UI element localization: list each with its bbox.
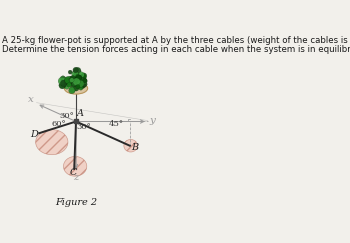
Circle shape [76, 80, 81, 85]
Circle shape [72, 77, 79, 85]
Circle shape [75, 80, 77, 83]
Circle shape [69, 87, 75, 94]
Circle shape [59, 82, 66, 89]
Text: x: x [28, 95, 34, 104]
Circle shape [71, 78, 78, 85]
Circle shape [73, 78, 80, 86]
Circle shape [77, 78, 81, 82]
Circle shape [79, 83, 84, 88]
Circle shape [74, 80, 78, 84]
Text: C: C [70, 168, 77, 177]
Circle shape [74, 78, 81, 85]
Circle shape [64, 78, 72, 85]
Circle shape [72, 79, 78, 85]
Circle shape [60, 76, 66, 81]
Circle shape [69, 78, 74, 83]
Text: Figure 2: Figure 2 [55, 198, 97, 207]
Circle shape [63, 80, 68, 85]
Circle shape [63, 77, 69, 84]
Circle shape [72, 77, 80, 85]
Circle shape [75, 79, 79, 84]
Circle shape [72, 78, 79, 84]
Text: z: z [73, 174, 79, 182]
Circle shape [72, 81, 76, 86]
Circle shape [70, 76, 75, 80]
Circle shape [72, 78, 80, 85]
Circle shape [76, 74, 79, 78]
Circle shape [81, 73, 87, 78]
Circle shape [67, 83, 71, 87]
Text: B: B [131, 143, 138, 152]
Circle shape [77, 82, 81, 86]
Text: A 25-kg flower-pot is supported at A by the three cables (weight of the cables i: A 25-kg flower-pot is supported at A by … [2, 36, 350, 45]
Circle shape [74, 67, 81, 74]
Circle shape [72, 80, 77, 85]
Circle shape [73, 77, 76, 80]
Circle shape [76, 85, 80, 89]
Circle shape [74, 82, 77, 86]
Text: 30°: 30° [59, 112, 74, 120]
Circle shape [73, 78, 80, 84]
Circle shape [76, 75, 82, 82]
Circle shape [75, 81, 78, 84]
Circle shape [65, 76, 72, 84]
Circle shape [76, 79, 83, 86]
Circle shape [82, 78, 87, 83]
Circle shape [79, 81, 86, 88]
Circle shape [78, 78, 81, 82]
Circle shape [70, 76, 74, 80]
Ellipse shape [63, 156, 87, 176]
Circle shape [76, 76, 80, 79]
Circle shape [74, 78, 79, 83]
Circle shape [82, 82, 87, 87]
Circle shape [71, 78, 78, 85]
Circle shape [76, 75, 82, 81]
Circle shape [80, 78, 87, 85]
Circle shape [73, 78, 79, 84]
Circle shape [75, 80, 80, 84]
Circle shape [71, 76, 78, 83]
Circle shape [67, 76, 74, 84]
Circle shape [75, 75, 78, 79]
Text: A: A [77, 109, 84, 118]
Circle shape [74, 85, 79, 91]
Circle shape [64, 84, 69, 89]
Circle shape [79, 86, 83, 90]
Circle shape [71, 79, 78, 86]
Circle shape [71, 82, 77, 87]
Circle shape [60, 80, 67, 87]
Ellipse shape [64, 83, 88, 94]
Text: Determine the tension forces acting in each cable when the system is in equilibr: Determine the tension forces acting in e… [2, 45, 350, 54]
Circle shape [69, 78, 72, 81]
Circle shape [78, 72, 84, 78]
Circle shape [69, 80, 75, 87]
Circle shape [68, 70, 72, 74]
Circle shape [72, 71, 78, 78]
Text: 30°: 30° [76, 123, 91, 131]
Circle shape [73, 67, 78, 73]
Circle shape [71, 78, 79, 85]
Circle shape [79, 78, 83, 83]
Ellipse shape [124, 139, 138, 152]
Circle shape [77, 77, 84, 84]
Circle shape [77, 79, 81, 83]
Text: 45°: 45° [108, 120, 123, 128]
Text: D: D [30, 130, 38, 139]
Circle shape [74, 72, 79, 77]
Circle shape [80, 74, 86, 80]
Text: y: y [149, 116, 155, 125]
Circle shape [72, 76, 79, 83]
Circle shape [75, 79, 83, 87]
Text: 60°: 60° [52, 120, 66, 128]
Circle shape [69, 87, 76, 93]
Circle shape [77, 80, 84, 87]
Circle shape [76, 78, 81, 83]
Ellipse shape [36, 130, 68, 155]
Circle shape [72, 75, 78, 80]
Circle shape [65, 81, 71, 87]
Circle shape [58, 77, 66, 85]
Circle shape [73, 80, 79, 86]
Circle shape [76, 76, 81, 80]
